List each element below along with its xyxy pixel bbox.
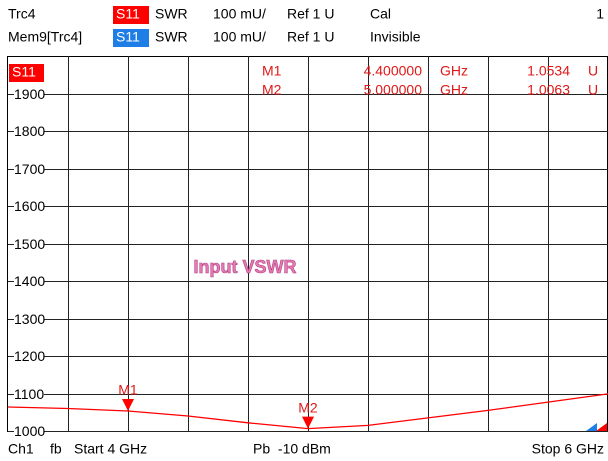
y-tick-label: 1500 [14, 236, 45, 252]
y-tick-label-bg [14, 273, 44, 290]
index: 1 [596, 6, 604, 22]
trace-name: Mem9[Trc4] [8, 29, 82, 45]
y-tick-label-bg [14, 86, 44, 103]
scale: 100 mU/ [213, 29, 266, 45]
readout-name: M2 [262, 82, 282, 98]
y-tick-label: 1600 [14, 198, 45, 214]
y-tick-label: 1700 [14, 161, 45, 177]
y-tick-label-bg [14, 348, 44, 365]
readout-value: 1.0063 [527, 82, 570, 98]
marker-label: M1 [118, 382, 138, 398]
y-tick-label: 1200 [14, 348, 45, 364]
readout-freq-unit: GHz [440, 63, 468, 79]
format: SWR [155, 29, 188, 45]
readout-unit: U [588, 82, 598, 98]
trace-badge [9, 64, 44, 82]
plot: M1 M1 4.400000 GHz 1.0534 U M2 M2 5.000000 GHz 1.0… [7, 63, 608, 430]
y-tick-label: 1300 [14, 311, 45, 327]
param-box [113, 29, 149, 47]
power: Pb -10 dBm [253, 441, 331, 457]
readout-freq-unit: GHz [440, 82, 468, 98]
y-tick-label-bg [14, 386, 44, 403]
channel: Ch1 [8, 441, 34, 457]
y-tick-label: 1100 [14, 386, 44, 402]
y-tick-label-bg [14, 123, 44, 140]
stop-freq: Stop 6 GHz [532, 441, 604, 457]
readout-unit: U [588, 63, 598, 79]
sweep-mode: fb [50, 441, 62, 457]
marker [122, 398, 134, 411]
marker [302, 416, 314, 429]
y-tick-label-bg [14, 311, 44, 328]
y-tick-label-bg [14, 423, 44, 440]
y-tick-label: 1800 [14, 123, 45, 139]
state: Invisible [370, 29, 421, 45]
state: Cal [370, 6, 391, 22]
y-tick-label-bg [14, 161, 44, 178]
start-freq: Start 4 GHz [74, 441, 147, 457]
y-tick-label: 1900 [14, 86, 45, 102]
param: S11 [116, 29, 140, 45]
readout-freq: 5.000000 [364, 82, 423, 98]
y-tick-label-bg [14, 236, 44, 253]
scale: 100 mU/ [213, 6, 266, 22]
readout-value: 1.0534 [527, 63, 570, 79]
format: SWR [155, 6, 188, 22]
y-tick-label: 1400 [14, 273, 45, 289]
grid: 1000 1100 1200 1300 1400 1500 1600 1700 1800 1900 [8, 56, 608, 440]
ref: Ref 1 U [287, 29, 334, 45]
trace-badge-label: S11 [12, 64, 36, 80]
y-tick-label: 1000 [14, 423, 45, 439]
ref: Ref 1 U [287, 6, 334, 22]
range-indicator [586, 423, 597, 431]
range-indicator [596, 423, 607, 431]
trace-name: Trc4 [8, 6, 36, 22]
y-tick-label-bg [14, 198, 44, 215]
param-box [113, 6, 149, 24]
marker-label: M2 [298, 399, 318, 415]
readout-name: M1 [262, 63, 282, 79]
param: S11 [116, 6, 140, 22]
chart-title: Input VSWR [194, 257, 297, 277]
readout-freq: 4.400000 [364, 63, 423, 79]
